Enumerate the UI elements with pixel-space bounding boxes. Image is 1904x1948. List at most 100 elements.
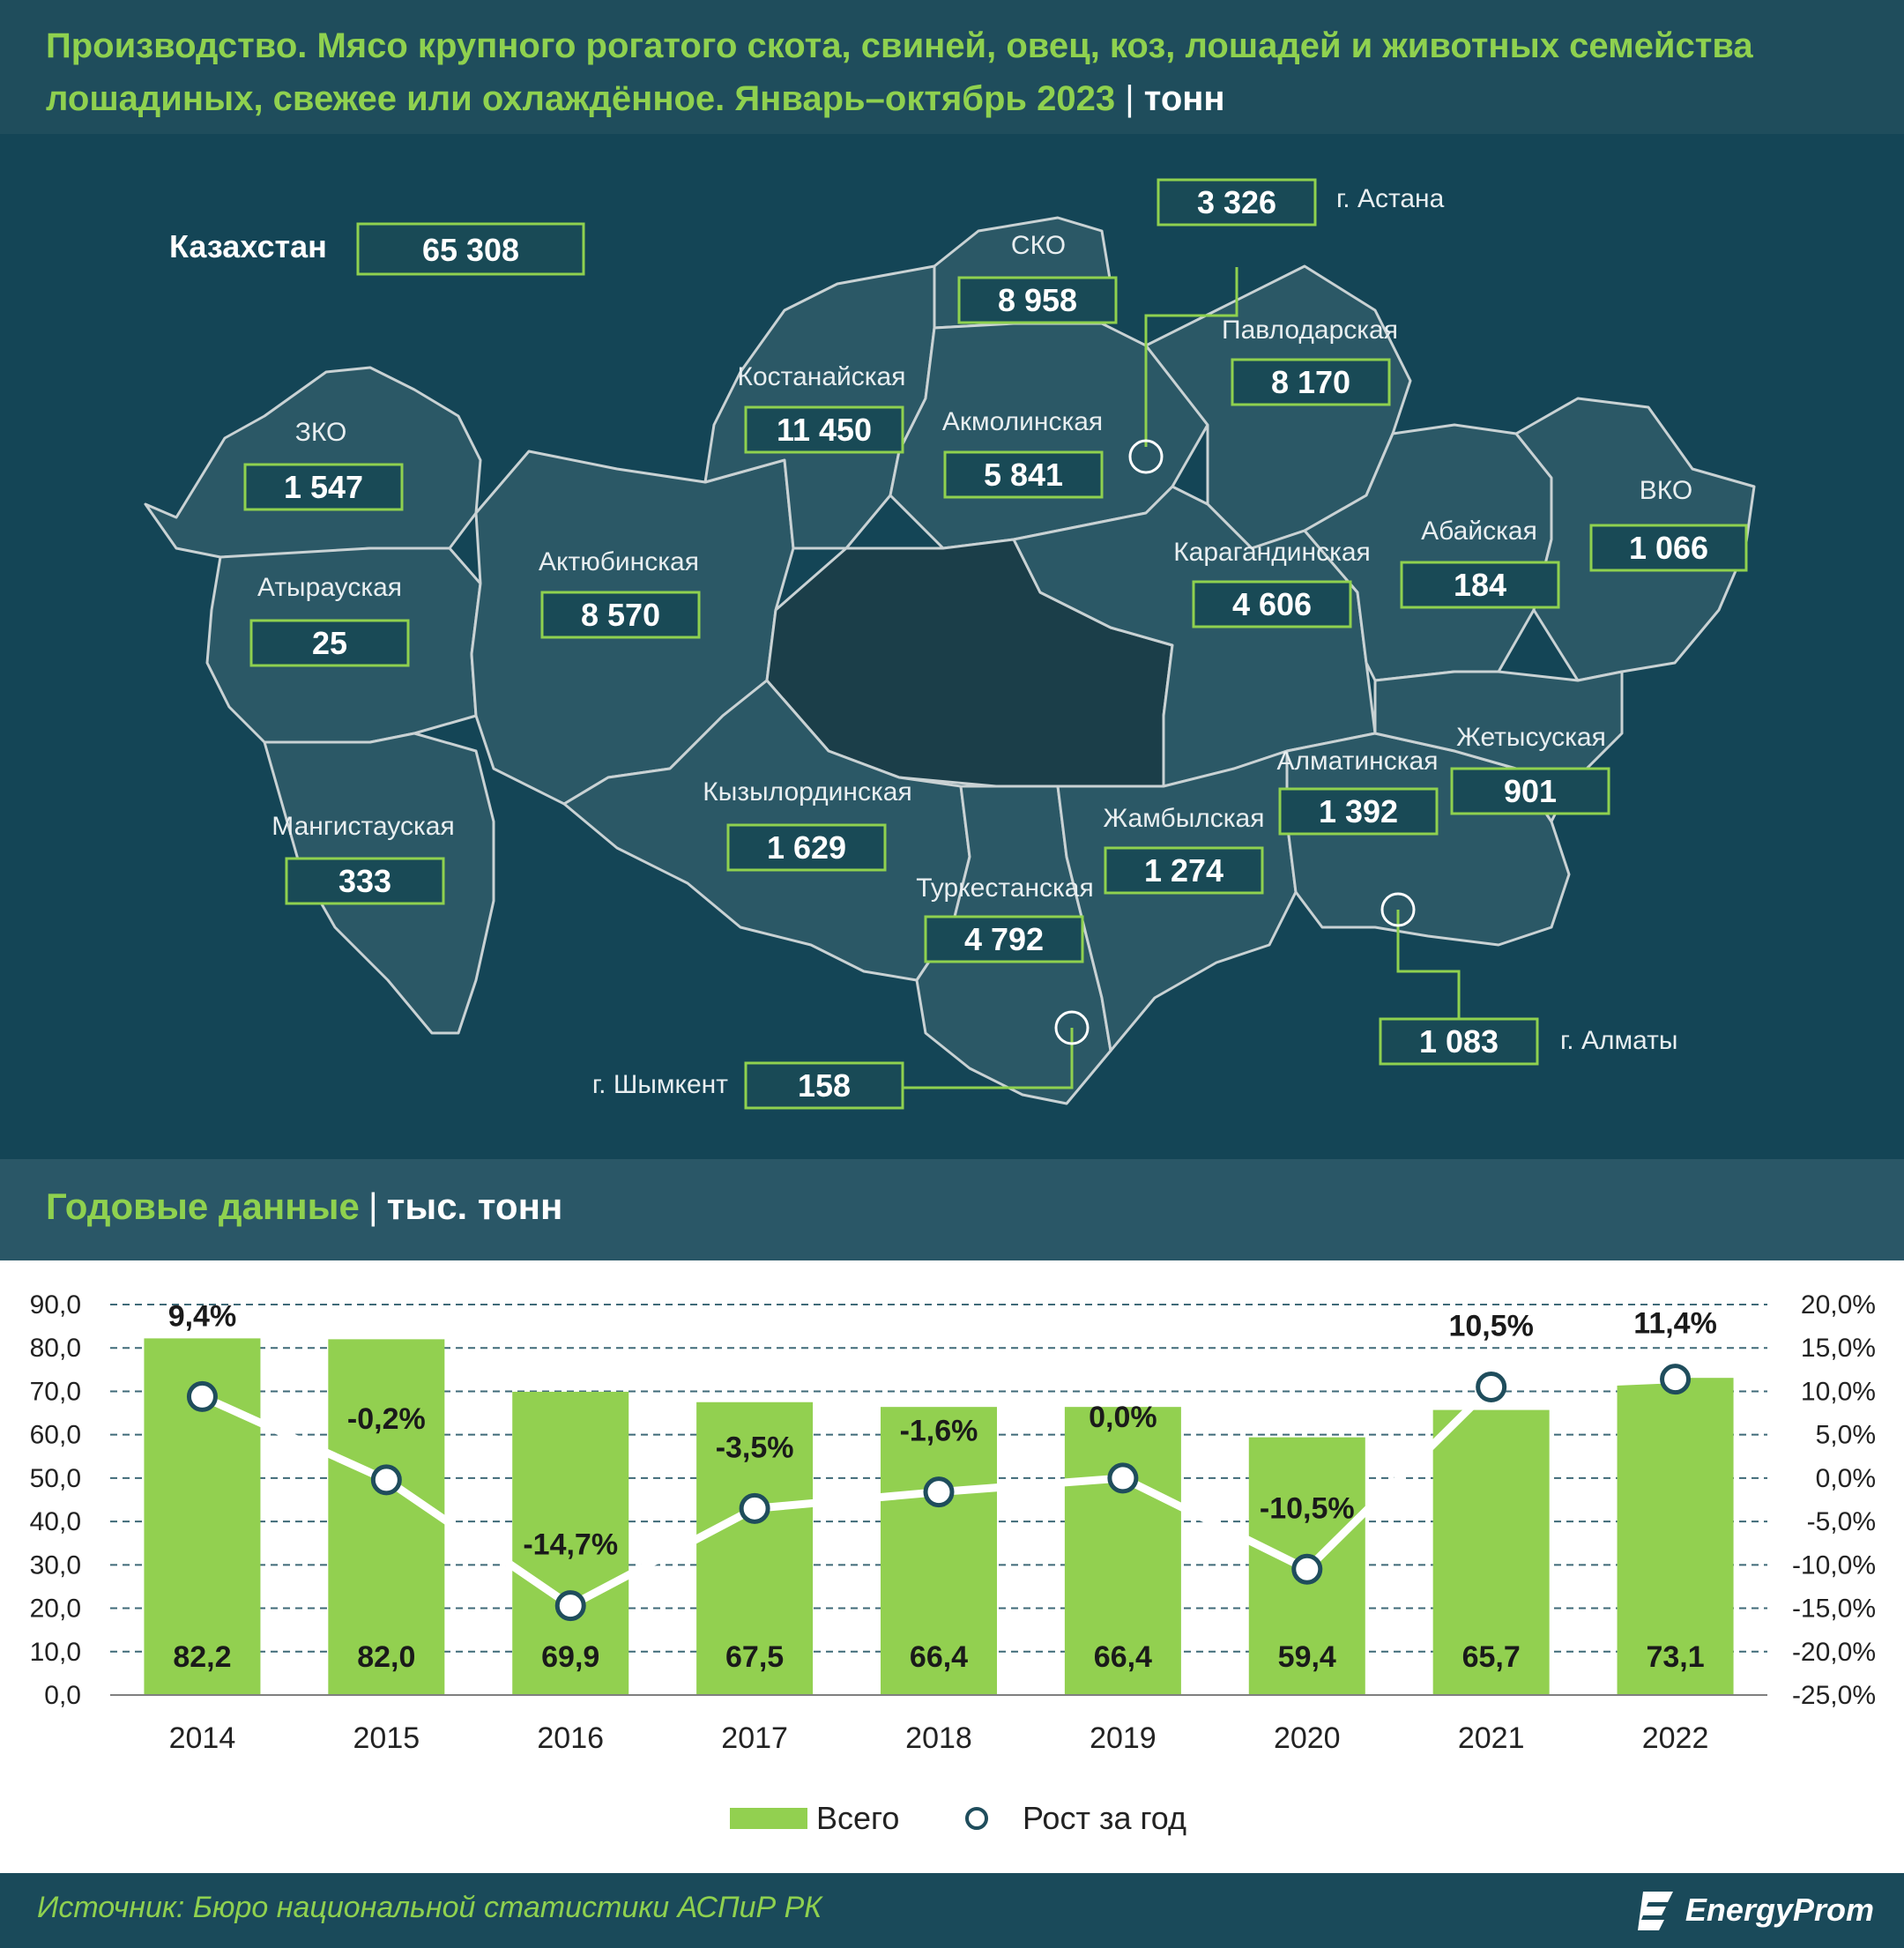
- bar: [1064, 1407, 1181, 1695]
- region-value: 8 570: [581, 597, 660, 633]
- region-turkestan: Туркестанская 4 792: [916, 874, 1094, 963]
- bar-value-label: 66,4: [910, 1640, 968, 1674]
- y-tick-label: 80,0: [30, 1334, 81, 1363]
- city-markers: [904, 267, 1461, 1089]
- astana-marker: [1128, 439, 1164, 474]
- bar: [328, 1339, 445, 1695]
- y2-tick-label: -20,0%: [1792, 1638, 1876, 1667]
- legend: Всего Рост за год: [730, 1800, 1186, 1836]
- bar-value-label: 67,5: [725, 1640, 784, 1674]
- region-aktobe: Актюбинская 8 570: [539, 547, 701, 639]
- growth-point: [1291, 1553, 1323, 1585]
- y-tick-label: 50,0: [30, 1464, 81, 1493]
- y-axis-left: 0,0 10,0 20,0 30,0 40,0 50,0 60,0 70,0 80,0 90,0: [30, 1290, 81, 1710]
- region-value: 8 170: [1271, 364, 1350, 400]
- x-axis: 2014 2015 2016 2017 2018 2019 2020 2021 2022: [169, 1721, 1709, 1755]
- region-value: 1 392: [1319, 793, 1398, 829]
- region-name: Павлодарская: [1222, 316, 1398, 345]
- region-kyzylorda: Кызылординская 1 629: [703, 777, 912, 872]
- growth-point: [186, 1380, 218, 1412]
- title-text: Производство. Мясо крупного рогатого ско…: [46, 26, 1753, 118]
- region-value: 4 606: [1232, 586, 1312, 622]
- region-astana: г. Астана 3 326: [1157, 178, 1445, 227]
- region-value: 25: [312, 625, 347, 661]
- bar: [1432, 1409, 1550, 1695]
- bar-value-label: 73,1: [1646, 1640, 1704, 1674]
- bar-value-label: 59,4: [1278, 1640, 1336, 1674]
- region-name: г. Шымкент: [592, 1070, 728, 1099]
- region-name: Абайская: [1421, 517, 1537, 546]
- bar: [1617, 1378, 1734, 1695]
- region-shymkent: г. Шымкент 158: [592, 1061, 904, 1110]
- bar-value-label: 82,2: [173, 1640, 231, 1674]
- total-value-box: 65 308: [356, 222, 585, 276]
- y-tick-label: 60,0: [30, 1421, 81, 1450]
- region-name: Алматинская: [1277, 747, 1439, 776]
- bar: [696, 1402, 814, 1695]
- region-value: 4 792: [964, 921, 1044, 957]
- footer: Источник: Бюро национальной статистики А…: [0, 1873, 1904, 1948]
- region-name: ЗКО: [295, 418, 347, 447]
- region-value: 3 326: [1197, 184, 1276, 220]
- almaty-leader: [1396, 910, 1461, 1037]
- region-value: 333: [338, 863, 391, 899]
- growth-point: [370, 1464, 402, 1496]
- region-atyrau: Атырауская 25: [249, 573, 410, 667]
- growth-value-label: 9,4%: [168, 1299, 237, 1333]
- growth-point: [1660, 1364, 1692, 1395]
- total-value: 65 308: [422, 232, 519, 268]
- region-value: 5 841: [984, 457, 1063, 493]
- growth-value-label: 0,0%: [1089, 1401, 1157, 1434]
- region-shape-zko: [144, 366, 482, 559]
- x-tick-label: 2019: [1090, 1721, 1157, 1755]
- region-akmola: Акмолинская 5 841: [942, 407, 1104, 499]
- growth-value-label: -14,7%: [523, 1528, 618, 1562]
- region-almaty-city: г. Алматы 1 083: [1379, 1017, 1677, 1066]
- region-shape-zhambyl: [1056, 749, 1298, 1052]
- region-zhetysu: Жетысуская 901: [1450, 723, 1610, 815]
- growth-point: [1107, 1462, 1139, 1494]
- page-title: Производство. Мясо крупного рогатого ско…: [46, 19, 1879, 125]
- total-label: Казахстан: [169, 228, 327, 264]
- region-value: 1 274: [1144, 852, 1223, 888]
- y2-tick-label: 15,0%: [1801, 1334, 1876, 1363]
- title-separator: |: [1125, 79, 1134, 118]
- x-tick-label: 2015: [353, 1721, 420, 1755]
- region-name: Кызылординская: [703, 777, 911, 807]
- region-shape-karaganda: [1012, 485, 1377, 788]
- legend-line-marker: [965, 1807, 988, 1830]
- shymkent-leader: [904, 1028, 1074, 1089]
- region-value: 1 547: [284, 469, 363, 505]
- growth-value-label: -1,6%: [900, 1415, 978, 1448]
- region-sko: СКО 8 958: [957, 231, 1118, 324]
- y-tick-label: 70,0: [30, 1377, 81, 1406]
- region-name: СКО: [1011, 231, 1066, 260]
- region-mangistau: Мангистауская 333: [271, 812, 455, 905]
- region-abay: Абайская 184: [1400, 517, 1560, 609]
- legend-line-label: Рост за год: [1023, 1800, 1186, 1836]
- bar-value-label: 66,4: [1094, 1640, 1152, 1674]
- y2-tick-label: -5,0%: [1807, 1507, 1876, 1536]
- growth-value-label: -0,2%: [347, 1402, 426, 1436]
- annual-title-text: Годовые данные: [46, 1186, 360, 1227]
- region-value: 11 450: [777, 412, 872, 448]
- region-name: Костанайская: [738, 362, 906, 391]
- region-name: Жамбылская: [1104, 804, 1265, 833]
- legend-bar-label: Всего: [816, 1800, 899, 1836]
- chart-band: 0,0 10,0 20,0 30,0 40,0 50,0 60,0 70,0 80,0 90,0 …: [0, 1260, 1904, 1873]
- source-text: Источник: Бюро национальной статистики А…: [37, 1891, 822, 1924]
- region-shape-abay: [1303, 423, 1553, 682]
- y2-tick-label: -25,0%: [1792, 1681, 1876, 1710]
- y2-tick-label: -10,0%: [1792, 1550, 1876, 1580]
- growth-point: [1476, 1372, 1507, 1403]
- region-value: 184: [1454, 567, 1506, 603]
- astana-leader: [1144, 267, 1238, 447]
- growth-point: [554, 1590, 586, 1622]
- region-value: 901: [1504, 773, 1557, 809]
- region-karaganda: Карагандинская 4 606: [1173, 538, 1371, 628]
- y2-tick-label: 0,0%: [1816, 1464, 1876, 1493]
- growth-point: [923, 1476, 955, 1508]
- y-tick-label: 40,0: [30, 1507, 81, 1536]
- region-kostanay: Костанайская 11 450: [738, 362, 906, 454]
- x-tick-label: 2018: [905, 1721, 972, 1755]
